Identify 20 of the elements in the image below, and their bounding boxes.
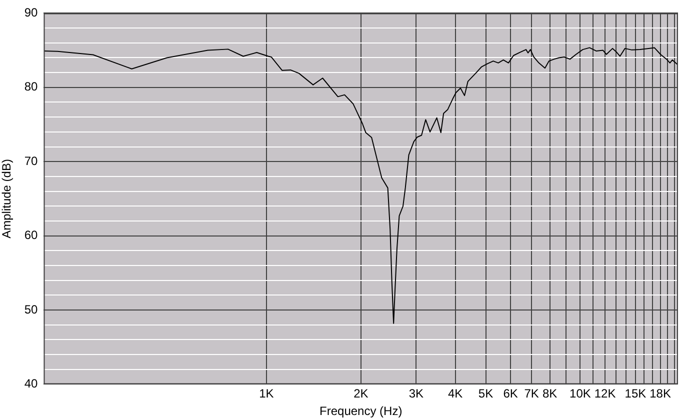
y-tick-label: 70 (24, 154, 38, 168)
y-tick-label: 80 (24, 80, 38, 94)
x-tick-label: 8K (542, 386, 558, 401)
y-axis-title: Amplitude (dB) (0, 159, 14, 238)
y-tick-label: 90 (24, 6, 38, 20)
x-tick-label: 15K (624, 386, 646, 401)
y-tick-label: 40 (24, 376, 38, 391)
x-tick-label: 2K (354, 386, 368, 401)
x-tick-label: 7K (524, 386, 539, 401)
x-tick-label: 12K (594, 386, 616, 401)
y-tick-label: 50 (24, 302, 38, 316)
x-tick-label: 6K (503, 386, 518, 401)
x-tick-label: 1K (259, 386, 274, 401)
x-tick-label: 4K (448, 386, 463, 401)
x-tick-label: 3K (408, 386, 424, 401)
x-tick-label: 5K (478, 386, 494, 401)
x-tick-label: 10K (570, 386, 591, 401)
y-tick-label: 60 (24, 228, 38, 242)
x-axis-title: Frequency (Hz) (320, 404, 402, 418)
x-tick-label: 18K (650, 386, 671, 401)
